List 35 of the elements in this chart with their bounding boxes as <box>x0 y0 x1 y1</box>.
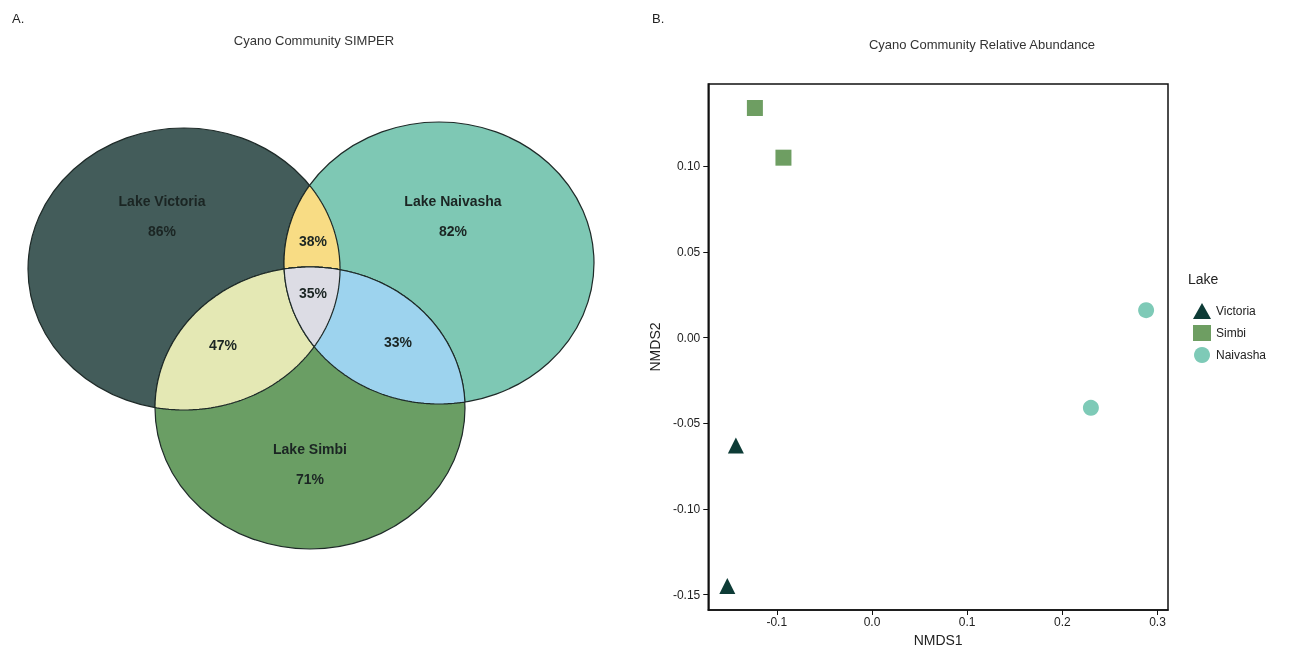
point <box>1138 302 1155 319</box>
legend-label: Victoria <box>1216 304 1257 318</box>
x-tick-label: -0.1 <box>766 615 788 629</box>
legend-label: Simbi <box>1216 326 1247 340</box>
category-label: Lake Simbi <box>273 440 347 457</box>
x-axis-title: NMDS1 <box>913 631 963 648</box>
y-tick-label: 0.10 <box>676 159 701 174</box>
x-tick-label: 0.1 <box>958 615 976 629</box>
y-tick-label: -0.05 <box>672 416 701 431</box>
category-label: Lake Naivasha <box>404 192 502 209</box>
point <box>727 437 744 454</box>
y-tick-label: 0.00 <box>676 330 701 345</box>
y-axis-title: NMDS2 <box>647 322 663 372</box>
text: B. <box>652 11 665 26</box>
y-tick-label: -0.15 <box>672 587 701 602</box>
x-tick-label: 0.2 <box>1054 615 1072 629</box>
text: 35% <box>298 284 328 301</box>
point <box>775 149 792 166</box>
chart-title: Cyano Community Relative Abundance <box>868 37 1096 52</box>
text: 71% <box>295 470 325 487</box>
y-tick-label: -0.10 <box>672 501 701 516</box>
text: 82% <box>438 222 468 239</box>
legend-label: Naivasha <box>1216 348 1267 362</box>
text: 38% <box>298 232 328 249</box>
x-tick-label: 0.3 <box>1149 615 1167 629</box>
text: 33% <box>383 333 413 350</box>
point <box>1082 399 1099 416</box>
text: Cyano Community SIMPER <box>233 33 395 49</box>
y-tick-label: 0.05 <box>676 244 701 259</box>
point <box>719 578 736 595</box>
x-tick-label: 0.0 <box>863 615 881 629</box>
text: A. <box>12 11 25 27</box>
point <box>746 99 763 116</box>
text: 47% <box>208 336 238 353</box>
legend-title: Lake <box>1188 271 1219 287</box>
